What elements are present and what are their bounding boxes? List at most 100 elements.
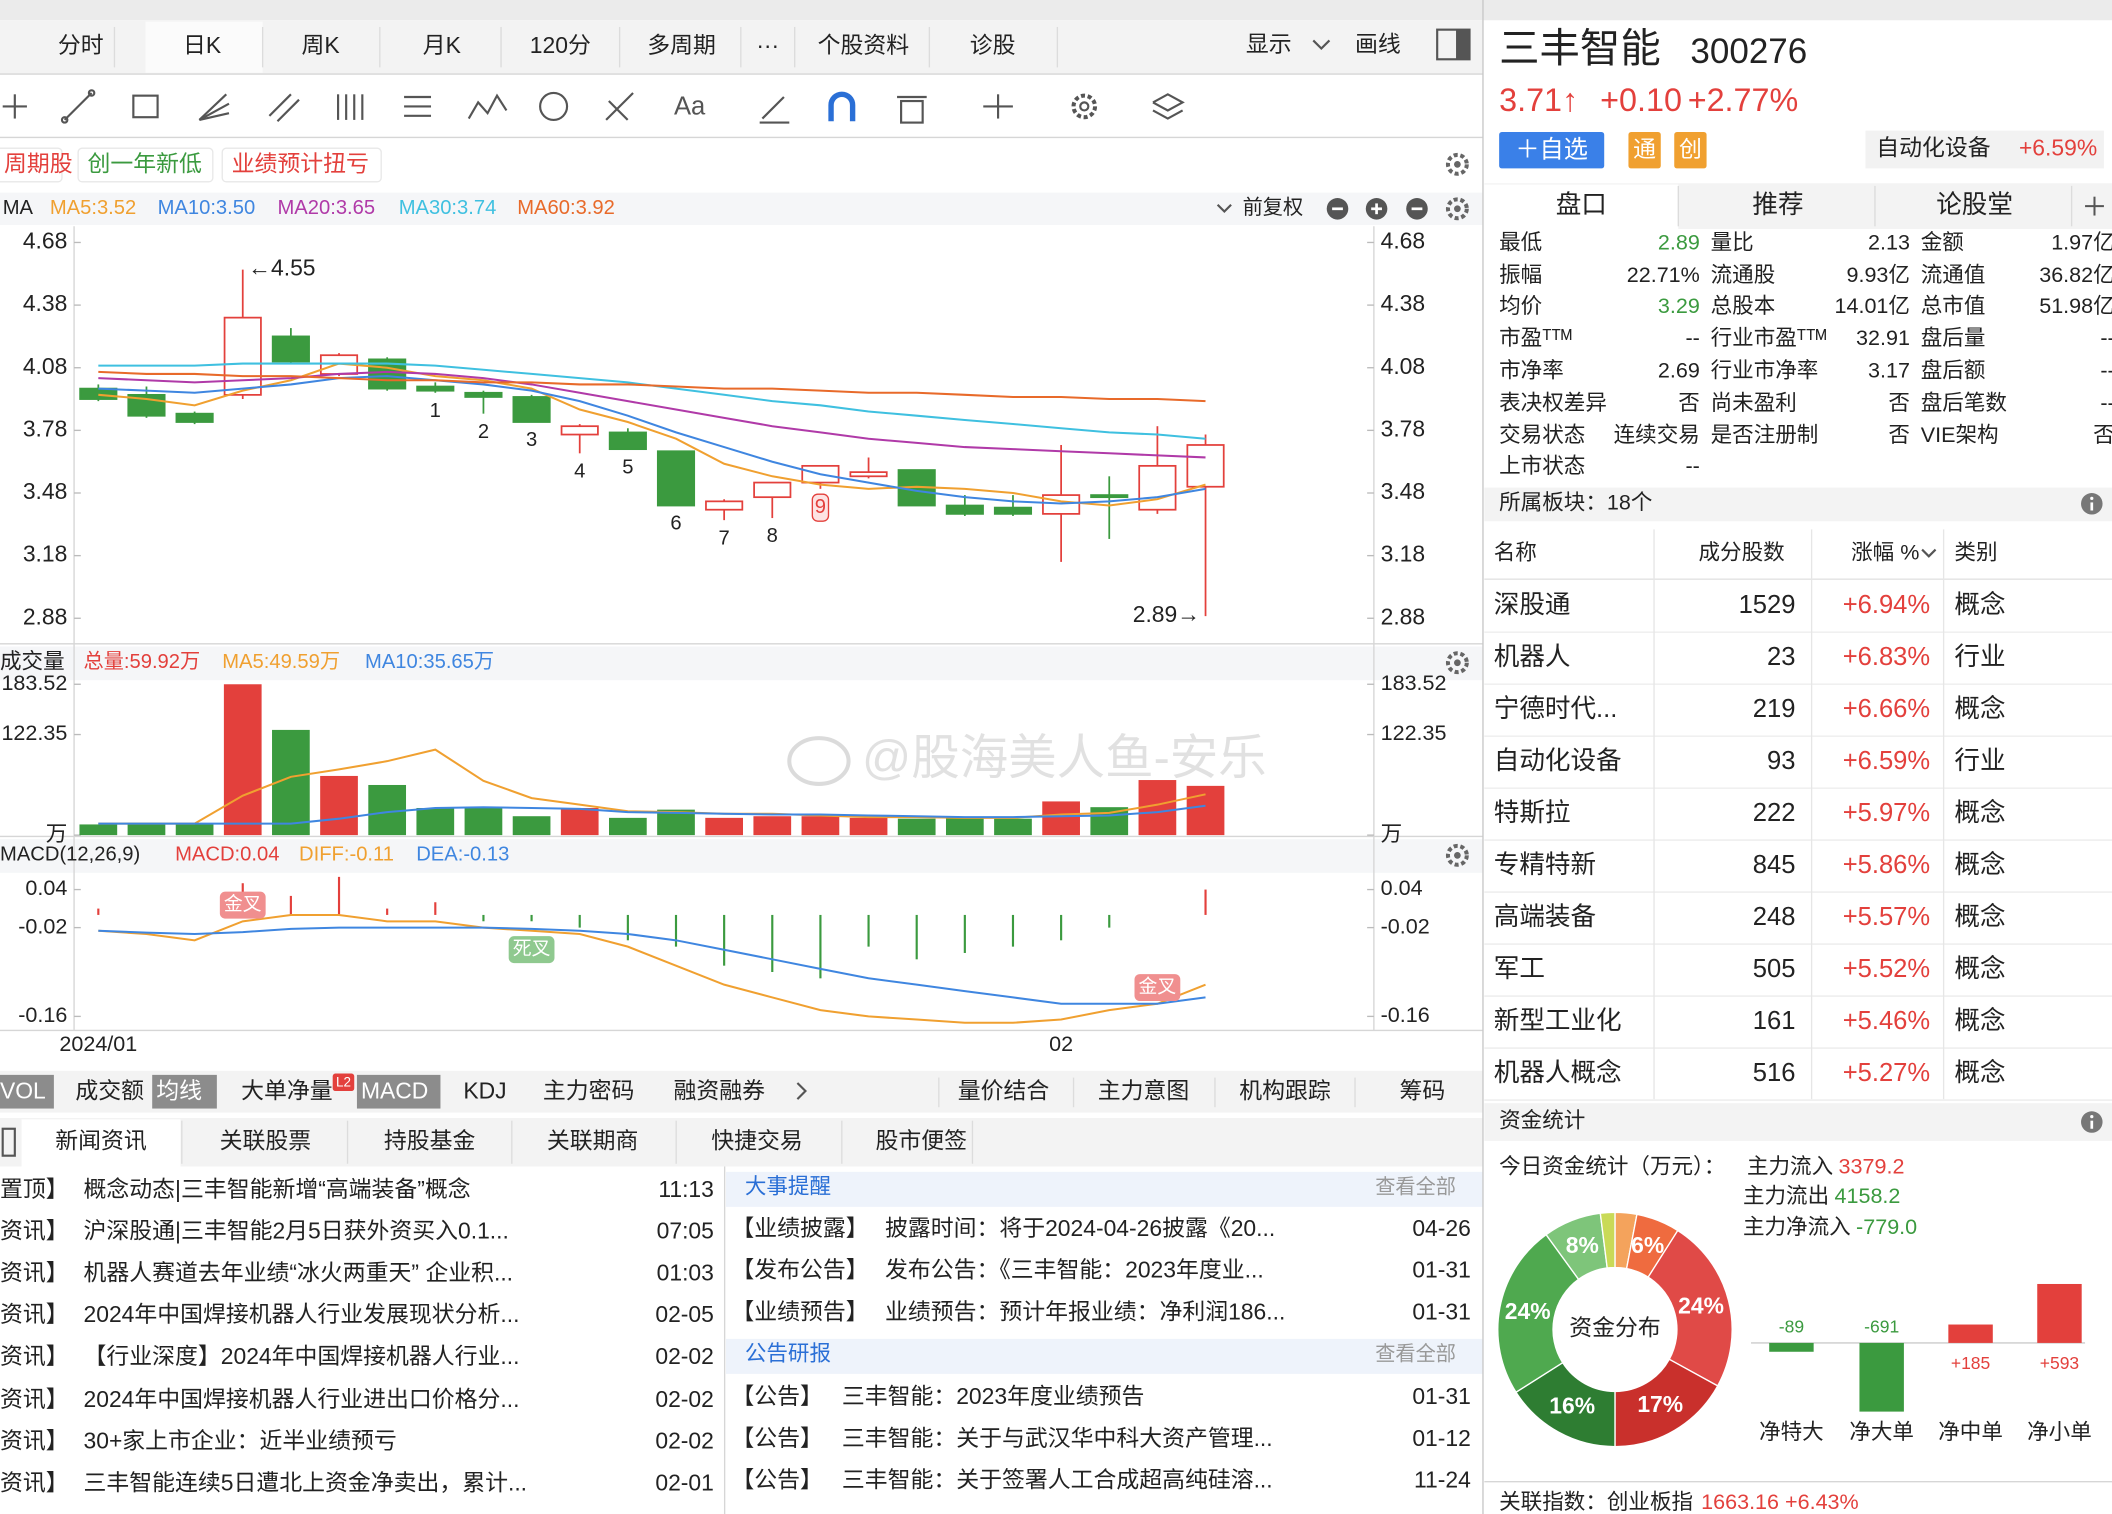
icon-cross[interactable] <box>2 94 27 119</box>
news-tab[interactable]: 新闻资讯 <box>55 1127 147 1153</box>
icon-split[interactable] <box>983 94 1013 119</box>
panel-tab[interactable]: 论股堂 <box>1936 190 2013 219</box>
icon-magnet[interactable] <box>828 91 856 122</box>
tab[interactable]: ··· <box>756 32 779 58</box>
indicator-tab[interactable]: VOL <box>0 1077 46 1103</box>
news-tab[interactable]: 关联期商 <box>547 1127 639 1153</box>
indicator-tab[interactable]: 融资融券 <box>673 1077 765 1103</box>
icon-list[interactable] <box>404 95 432 117</box>
y-tick-label: 122.35 <box>1381 720 1447 745</box>
sector-cell[interactable]: 深股通 <box>1494 590 1571 619</box>
news-title[interactable]: 沪深股通|三丰智能2月5日获外资买入0.1... <box>84 1218 509 1244</box>
icon-cycle[interactable] <box>539 91 569 121</box>
news-title[interactable]: 机器人赛道去年业绩“冰火两重天” 企业积... <box>84 1259 514 1285</box>
dropdown-arrow[interactable] <box>1312 39 1331 51</box>
item-text[interactable]: 三丰智能：关于与武汉华中科大资产管理... <box>842 1425 1273 1451</box>
indicator-tab[interactable]: 主力密码 <box>543 1077 635 1103</box>
more-link[interactable]: 查看全部 <box>1375 1342 1456 1365</box>
news-tab[interactable]: 股市便签 <box>876 1127 968 1153</box>
news-title[interactable]: 2024年中国焊接机器人行业进出口价格分... <box>84 1386 520 1412</box>
section-title: 公告研报 <box>745 1341 831 1366</box>
news-tab[interactable]: 关联股票 <box>220 1127 312 1153</box>
sector-cell[interactable]: 高端装备 <box>1494 902 1596 931</box>
icon-fan[interactable] <box>198 93 230 121</box>
adjust-menu[interactable]: 前复权 <box>1243 196 1304 219</box>
signal-badge <box>811 493 830 522</box>
item-text[interactable]: 三丰智能：关于签署人工合成超高纯硅溶... <box>842 1467 1273 1493</box>
news-title[interactable]: 三丰智能连续5日遭北上资金净卖出，累计... <box>84 1469 528 1495</box>
item-text[interactable]: 业绩预告：预计年报业绩：净利润186... <box>885 1298 1285 1324</box>
tab[interactable]: 周K <box>302 32 340 58</box>
news-tab[interactable]: 快捷交易 <box>711 1127 803 1153</box>
sort-arrow[interactable] <box>1921 548 1937 558</box>
sector-cell[interactable]: 机器人 <box>1494 642 1571 671</box>
more-link[interactable]: 查看全部 <box>1375 1175 1456 1198</box>
icon-settings[interactable] <box>1071 93 1098 120</box>
panel-tab[interactable]: 盘口 <box>1556 190 1607 219</box>
indicator-tab[interactable]: 大单净量 <box>241 1077 333 1103</box>
y-tick-label: -0.16 <box>18 1002 67 1027</box>
panel-tab[interactable]: 推荐 <box>1752 190 1803 219</box>
settings-icon[interactable] <box>1445 197 1469 221</box>
tab[interactable]: 月K <box>423 32 461 58</box>
news-title[interactable]: 30+家上市企业：近半业绩预亏 <box>84 1428 397 1454</box>
sector-cell[interactable]: 专精特新 <box>1494 850 1596 879</box>
news-title[interactable]: 概念动态|三丰智能新增“高端装备”概念 <box>84 1176 471 1202</box>
fund-bar-category: 净大单 <box>1849 1419 1914 1444</box>
icon-layers[interactable] <box>1152 93 1185 120</box>
sequence-label: 6 <box>670 513 681 535</box>
settings-icon[interactable] <box>1454 160 1461 168</box>
sector-cell[interactable]: 军工 <box>1494 955 1545 983</box>
item-text[interactable]: 三丰智能：2023年度业绩预告 <box>842 1383 1145 1409</box>
feature-tab[interactable]: 筹码 <box>1399 1077 1445 1103</box>
item-text[interactable]: 发布公告：《三丰智能：2023年度业... <box>885 1257 1264 1283</box>
panel-icon[interactable] <box>1 1127 16 1157</box>
tab[interactable]: 日K <box>183 32 221 58</box>
settings-icon[interactable] <box>1454 205 1461 213</box>
draw-button[interactable]: 画线 <box>1355 31 1401 57</box>
icon-pen[interactable] <box>759 96 790 124</box>
badge <box>1628 132 1661 169</box>
news-title[interactable]: 2024年中国焊接机器人行业发展现状分析... <box>84 1301 520 1327</box>
sector-cell[interactable]: 自动化设备 <box>1494 746 1622 775</box>
news-title[interactable]: 【行业深度】2024年中国焊接机器人行业... <box>84 1343 520 1369</box>
news-tab[interactable]: 持股基金 <box>384 1127 476 1153</box>
icon-line[interactable] <box>60 89 96 124</box>
watch-label[interactable]: ＋自选 <box>1515 136 1588 163</box>
watch-button[interactable] <box>1499 132 1605 169</box>
display-menu[interactable]: 显示 <box>1246 31 1292 57</box>
icon-trash[interactable] <box>897 95 927 124</box>
sector-cell[interactable]: 机器人概念 <box>1494 1058 1622 1087</box>
settings-icon[interactable] <box>1445 651 1469 675</box>
indicator-tab[interactable]: 均线 <box>156 1077 202 1103</box>
layout-icon[interactable] <box>1456 29 1470 60</box>
tab[interactable]: 诊股 <box>970 32 1016 58</box>
item-text[interactable]: 披露时间：将于2024-04-26披露《20... <box>885 1215 1275 1241</box>
settings-icon[interactable] <box>1454 659 1461 667</box>
icon-gann[interactable] <box>605 92 634 121</box>
indicator-tab[interactable]: KDJ <box>463 1077 506 1103</box>
sector-cell[interactable]: 宁德时代... <box>1494 694 1618 723</box>
sector-cell[interactable]: 新型工业化 <box>1494 1006 1622 1035</box>
icon-bars[interactable] <box>337 94 364 120</box>
icon-channel[interactable] <box>268 93 300 123</box>
tab[interactable]: 个股资料 <box>818 32 910 58</box>
settings-icon[interactable] <box>1454 851 1461 859</box>
font-tool[interactable]: Aa <box>674 93 706 121</box>
tab[interactable]: 分时 <box>58 32 104 58</box>
indicator-tab[interactable]: MACD <box>361 1077 428 1103</box>
indicator-tab[interactable]: 成交额 <box>75 1077 144 1103</box>
more-arrow[interactable] <box>796 1082 807 1100</box>
feature-tab[interactable]: 机构跟踪 <box>1239 1077 1331 1103</box>
dropdown-arrow[interactable] <box>1216 203 1232 214</box>
settings-icon[interactable] <box>1445 152 1469 176</box>
icon-wave[interactable] <box>467 93 508 120</box>
feature-tab[interactable]: 量价结合 <box>958 1077 1050 1103</box>
icon-rect[interactable] <box>132 94 159 119</box>
tag: 周期股 <box>4 151 73 177</box>
tab[interactable]: 多周期 <box>647 32 716 58</box>
sector-cell[interactable]: 特斯拉 <box>1494 798 1571 827</box>
settings-icon[interactable] <box>1445 843 1469 867</box>
tab[interactable]: 120分 <box>530 32 591 58</box>
feature-tab[interactable]: 主力意图 <box>1098 1077 1190 1103</box>
